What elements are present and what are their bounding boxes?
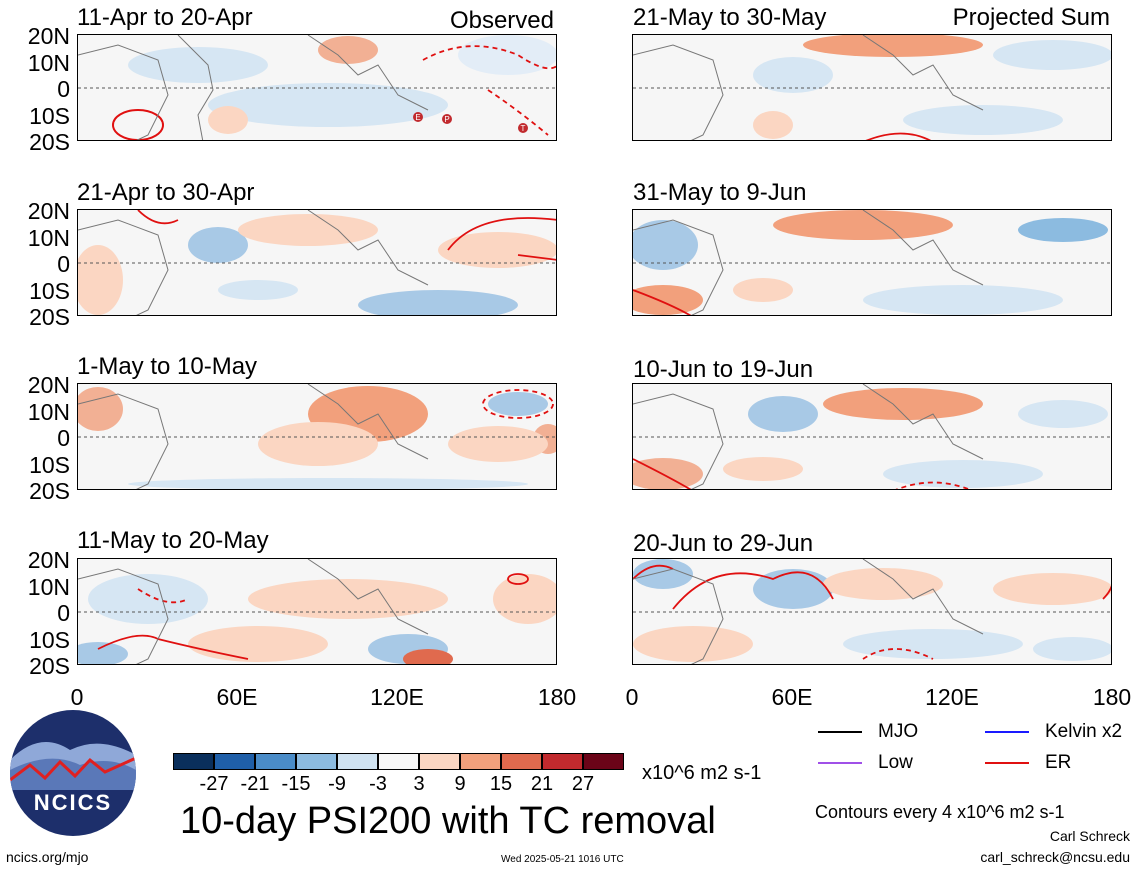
lat-label-20n: 20N	[27, 547, 70, 573]
colorbar-tick-label: 15	[489, 773, 513, 795]
legend-er-label: ER	[1045, 752, 1072, 773]
lat-label-20s: 20S	[29, 304, 70, 330]
colorbar-tick-label: 21	[530, 773, 554, 795]
map-panel-4	[77, 558, 557, 665]
legend-kelvin-label: Kelvin x2	[1045, 721, 1123, 742]
lat-label-20n: 20N	[27, 372, 70, 398]
lat-label-eq: 0	[57, 425, 70, 451]
map-panel-8	[632, 558, 1112, 665]
lat-label-10n: 10N	[27, 574, 70, 600]
colorbar-tick-label: 3	[413, 773, 425, 795]
lat-label-eq: 0	[57, 251, 70, 277]
colorbar-swatch	[337, 753, 378, 770]
map-panel-7	[632, 383, 1112, 490]
colorbar-tick-label: -15	[281, 773, 311, 795]
lon-label-120e: 120E	[370, 684, 424, 710]
tc-marker-p	[442, 114, 452, 124]
logo-text: NCICS	[33, 790, 113, 815]
lon-label-180: 180	[1092, 684, 1132, 710]
colorbar-swatch	[542, 753, 583, 770]
lat-label-10n: 10N	[27, 399, 70, 425]
lat-label-20s: 20S	[29, 129, 70, 155]
lat-label-10s: 10S	[29, 452, 70, 478]
lon-label-120e: 120E	[925, 684, 979, 710]
colorbar-swatch	[296, 753, 337, 770]
colorbar-swatch	[173, 753, 214, 770]
colorbar-swatch	[378, 753, 419, 770]
colorbar-tick-label: -21	[240, 773, 270, 795]
panel-title-5: 21-May to 30-May	[633, 4, 827, 31]
legend-mjo-line	[818, 731, 862, 733]
colorbar-units: x10^6 m2 s-1	[642, 762, 762, 784]
lat-label-20s: 20S	[29, 478, 70, 504]
footer-email[interactable]: carl_schreck@ncsu.edu	[980, 849, 1130, 865]
lat-label-10s: 10S	[29, 627, 70, 653]
lat-label-20n: 20N	[27, 23, 70, 49]
footer-timestamp: Wed 2025-05-21 1016 UTC	[501, 854, 624, 865]
footer-website[interactable]: ncics.org/mjo	[6, 849, 89, 865]
tc-marker-e	[413, 112, 423, 122]
colorbar-swatch	[501, 753, 542, 770]
colorbar-swatch	[214, 753, 255, 770]
colorbar-tick-label: -9	[328, 773, 346, 795]
footer-author: Carl Schreck	[1049, 828, 1130, 844]
observed-label: Observed	[449, 7, 554, 34]
colorbar-swatch	[419, 753, 460, 770]
lat-label-10s: 10S	[29, 103, 70, 129]
panel-title-7: 10-Jun to 19-Jun	[633, 356, 814, 383]
ncics-logo: NCICS	[10, 710, 136, 836]
colorbar-swatch	[460, 753, 501, 770]
legend-kelvin-line	[985, 731, 1029, 733]
lat-label-eq: 0	[57, 76, 70, 102]
panel-title-3: 1-May to 10-May	[77, 353, 258, 380]
tc-marker-p-label: P	[444, 115, 449, 124]
legend-mjo-label: MJO	[878, 721, 919, 742]
map-panel-5	[632, 34, 1112, 141]
lon-label-0: 0	[70, 684, 84, 710]
map-panel-6	[632, 209, 1112, 316]
tc-marker-e-label: E	[415, 113, 420, 122]
colorbar-tick-label: -27	[199, 773, 229, 795]
legend-low-label: Low	[878, 752, 913, 773]
panel-title-4: 11-May to 20-May	[77, 527, 269, 554]
legend-low-line	[818, 762, 862, 764]
tc-marker-t	[518, 123, 528, 133]
panel-title-1: 11-Apr to 20-Apr	[77, 4, 253, 31]
legend-er-line	[985, 762, 1029, 764]
panel-title-2: 21-Apr to 30-Apr	[77, 179, 255, 206]
lat-label-eq: 0	[57, 600, 70, 626]
lat-label-10n: 10N	[27, 50, 70, 76]
map-panel-2	[77, 209, 557, 316]
map-panel-1: E P T	[77, 34, 557, 141]
projected-label: Projected Sum	[952, 4, 1110, 31]
colorbar-tick-label: 27	[571, 773, 595, 795]
colorbar-swatch	[255, 753, 296, 770]
lon-label-60e: 60E	[216, 684, 258, 710]
main-title: 10-day PSI200 with TC removal	[180, 800, 716, 842]
map-panel-3	[77, 383, 557, 490]
lon-label-60e: 60E	[771, 684, 813, 710]
lat-label-10s: 10S	[29, 278, 70, 304]
lon-label-0: 0	[625, 684, 639, 710]
tc-marker-t-label: T	[521, 124, 526, 133]
colorbar-tick-label: -3	[369, 773, 387, 795]
lon-label-180: 180	[537, 684, 577, 710]
lat-label-20s: 20S	[29, 653, 70, 679]
lat-label-10n: 10N	[27, 225, 70, 251]
colorbar-tick-label: 9	[454, 773, 466, 795]
panel-title-8: 20-Jun to 29-Jun	[633, 530, 814, 557]
colorbar-swatch	[583, 753, 624, 770]
contour-note: Contours every 4 x10^6 m2 s-1	[815, 802, 1065, 822]
panel-title-6: 31-May to 9-Jun	[633, 179, 807, 206]
lat-label-20n: 20N	[27, 198, 70, 224]
